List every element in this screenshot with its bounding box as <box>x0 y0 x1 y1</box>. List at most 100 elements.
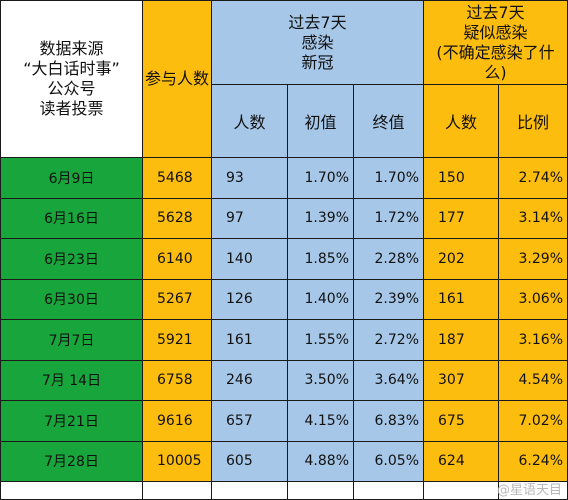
value-cell-participants: 5267 <box>143 279 212 320</box>
source-text-line: 读者投票 <box>39 99 104 118</box>
value-cell-participants: 5921 <box>143 320 212 361</box>
value-cell-initial: 1.85% <box>288 239 354 280</box>
value-cell-ratio: 3.29% <box>499 239 568 280</box>
date-label: 7月21日 <box>44 413 99 430</box>
date-label: 6月16日 <box>44 211 99 228</box>
value-label: 5628 <box>157 210 193 227</box>
subheader-suspected-0: 人数 <box>424 85 499 158</box>
value-cell-suspected: 177 <box>424 198 499 239</box>
value-label: 246 <box>226 372 253 389</box>
infected-group-text-line: 新冠 <box>301 52 334 72</box>
suspected-group-text: 过去7天 疑似感染 (不确定感染了什 么) <box>436 3 554 83</box>
value-cell-final: 3.64% <box>354 360 424 401</box>
subheader-infected-2: 终值 <box>354 85 424 158</box>
suspected-group-text-line: 过去7天 <box>466 2 525 22</box>
suspected-group-text-line: 么) <box>484 62 507 82</box>
value-cell-suspected: 624 <box>424 441 499 482</box>
value-cell-final: 2.72% <box>354 320 424 361</box>
value-label: 4.15% <box>304 412 349 429</box>
value-cell-infected: 605 <box>212 441 288 482</box>
value-label: 2.28% <box>374 250 419 267</box>
subheader-infected-1: 初值 <box>288 85 354 158</box>
value-label: 93 <box>226 169 244 186</box>
value-cell-participants: 5468 <box>143 158 212 199</box>
subheader-label: 终值 <box>372 113 405 132</box>
value-cell-participants: 10005 <box>143 441 212 482</box>
value-label: 1.70% <box>374 169 419 186</box>
infected-group-text-line: 感染 <box>301 32 334 52</box>
value-label: 3.14% <box>518 210 563 227</box>
date-label: 7月 14日 <box>41 373 102 390</box>
value-label: 624 <box>438 453 465 470</box>
value-label: 161 <box>438 291 465 308</box>
date-label: 6月30日 <box>44 292 99 309</box>
value-label: 3.50% <box>304 372 349 389</box>
value-cell-suspected: 202 <box>424 239 499 280</box>
date-label: 6月23日 <box>44 251 99 268</box>
header-infected-group: 过去7天 感染 新冠 <box>212 1 424 85</box>
blank-cell <box>288 482 354 500</box>
date-label: 6月9日 <box>48 170 95 187</box>
header-source: 数据来源 “大白话时事” 公众号 读者投票 <box>1 1 143 158</box>
value-cell-suspected: 161 <box>424 279 499 320</box>
value-cell-initial: 1.39% <box>288 198 354 239</box>
value-cell-final: 2.39% <box>354 279 424 320</box>
value-cell-initial: 1.70% <box>288 158 354 199</box>
value-cell-ratio: 7.02% <box>499 401 568 442</box>
value-cell-participants: 6140 <box>143 239 212 280</box>
subheader-suspected-1: 比例 <box>499 85 568 158</box>
value-cell-suspected: 307 <box>424 360 499 401</box>
value-label: 2.39% <box>374 291 419 308</box>
value-label: 3.06% <box>518 291 563 308</box>
value-label: 3.29% <box>518 250 563 267</box>
header-participants: 参与人数 <box>143 1 212 158</box>
subheader-label: 人数 <box>233 113 266 132</box>
subheader-label: 比例 <box>516 113 549 132</box>
value-cell-ratio: 4.54% <box>499 360 568 401</box>
value-label: 1.55% <box>304 331 349 348</box>
value-cell-initial: 1.40% <box>288 279 354 320</box>
value-cell-final: 1.72% <box>354 198 424 239</box>
value-cell-initial: 1.55% <box>288 320 354 361</box>
date-cell: 7月28日 <box>1 441 143 482</box>
source-text-line: 公众号 <box>47 79 96 98</box>
value-label: 307 <box>438 372 465 389</box>
value-label: 1.40% <box>304 291 349 308</box>
value-cell-ratio: 2.74% <box>499 158 568 199</box>
value-cell-infected: 97 <box>212 198 288 239</box>
value-cell-final: 2.28% <box>354 239 424 280</box>
value-label: 7.02% <box>518 412 563 429</box>
value-cell-participants: 9616 <box>143 401 212 442</box>
value-cell-infected: 161 <box>212 320 288 361</box>
date-cell: 6月23日 <box>1 239 143 280</box>
value-cell-initial: 4.88% <box>288 441 354 482</box>
source-text-line: 数据来源 <box>39 39 104 58</box>
value-label: 161 <box>226 331 253 348</box>
value-label: 3.16% <box>518 331 563 348</box>
date-label: 7月28日 <box>44 454 99 471</box>
value-label: 6.24% <box>518 453 563 470</box>
value-cell-initial: 4.15% <box>288 401 354 442</box>
date-cell: 7月21日 <box>1 401 143 442</box>
value-cell-infected: 657 <box>212 401 288 442</box>
value-label: 126 <box>226 291 253 308</box>
value-label: 2.72% <box>374 331 419 348</box>
blank-cell <box>424 482 499 500</box>
value-cell-infected: 93 <box>212 158 288 199</box>
value-cell-infected: 126 <box>212 279 288 320</box>
blank-cell <box>354 482 424 500</box>
value-label: 202 <box>438 250 465 267</box>
value-label: 177 <box>438 210 465 227</box>
value-label: 657 <box>226 412 253 429</box>
watermark: @星语天目 <box>496 483 562 498</box>
date-cell: 6月9日 <box>1 158 143 199</box>
date-cell: 6月30日 <box>1 279 143 320</box>
value-cell-ratio: 3.14% <box>499 198 568 239</box>
blank-cell <box>143 482 212 500</box>
value-cell-ratio: 3.06% <box>499 279 568 320</box>
value-label: 2.74% <box>518 169 563 186</box>
source-text: 数据来源 “大白话时事” 公众号 读者投票 <box>23 39 120 119</box>
value-label: 6758 <box>157 372 193 389</box>
value-label: 5468 <box>157 169 193 186</box>
